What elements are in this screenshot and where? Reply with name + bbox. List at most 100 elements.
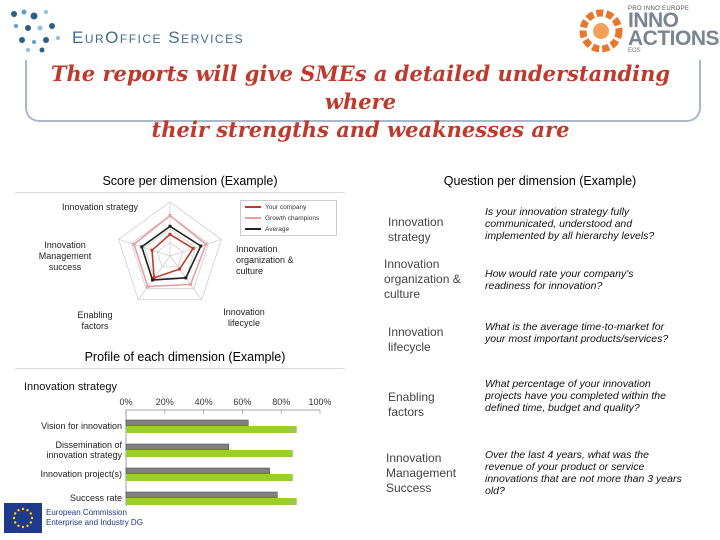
radar-point xyxy=(168,232,172,236)
dimension-strategy: Innovation strategy xyxy=(388,215,444,244)
radar-label-success: Innovation Management success xyxy=(38,240,92,272)
radar-grid-ring xyxy=(118,201,222,301)
radar-point xyxy=(204,242,208,246)
radar-point xyxy=(189,282,193,286)
profile-bar-chart: 0% 20% 40% 60% 80% 100% Vision for innovation D… xyxy=(40,397,332,506)
x-tick-label: 80% xyxy=(272,397,290,407)
legend-item: Average xyxy=(245,224,332,234)
radar-spoke xyxy=(169,238,222,257)
euroffice-logo-text: EurOffice Services xyxy=(72,28,245,47)
eu-star xyxy=(12,516,16,520)
legend-label: Average xyxy=(265,225,290,233)
radar-point xyxy=(168,224,172,228)
eu-star xyxy=(17,524,20,527)
bar-green xyxy=(126,426,297,433)
question-panel-title: Question per dimension (Example) xyxy=(443,174,637,188)
question-strategy: Is your innovation strategy fully commun… xyxy=(485,206,655,242)
legend-swatch xyxy=(245,206,261,208)
score-panel-title: Score per dimension (Example) xyxy=(102,174,278,188)
question-enabling: What percentage of your innovation proje… xyxy=(485,378,666,414)
category-label: Dissemination of xyxy=(55,440,122,450)
radar-grid-ring xyxy=(156,242,184,268)
radar-point xyxy=(178,267,182,271)
title-line-2: their strengths and weaknesses are xyxy=(151,117,570,142)
ec-name: European Commission xyxy=(46,508,127,517)
radar-label-lifecycle: Innovation lifecycle xyxy=(223,307,265,328)
x-tick-label: 0% xyxy=(119,397,132,407)
radar-point xyxy=(151,278,155,282)
inno-actions-logo: PRO INNO EUROPE INNO ACTIONS EOS xyxy=(628,6,720,54)
radar-point xyxy=(140,245,144,249)
question-lifecycle: What is the average time-to-market for y… xyxy=(485,321,669,345)
eu-star xyxy=(26,524,29,527)
bar-green xyxy=(126,474,293,481)
x-tick-label: 40% xyxy=(195,397,213,407)
radar-point xyxy=(150,248,154,252)
bar-grey xyxy=(125,419,249,427)
profile-divider xyxy=(15,368,345,369)
category-label: innovation strategy xyxy=(46,450,122,460)
slide-title: The reports will give SMEs a detailed un… xyxy=(28,60,693,144)
bar-grey xyxy=(125,491,278,499)
title-frame xyxy=(25,60,701,122)
eu-star xyxy=(26,509,29,512)
radar-grid-ring xyxy=(143,228,197,279)
ec-dg: Enterprise and Industry DG xyxy=(46,518,143,527)
radar-point xyxy=(132,242,136,246)
legend-swatch xyxy=(245,228,261,230)
eu-star xyxy=(29,521,32,524)
title-line-1: The reports will give SMEs a detailed un… xyxy=(50,61,671,114)
category-label: Innovation project(s) xyxy=(40,469,122,479)
dimension-organization: Innovation organization & culture xyxy=(384,257,461,301)
dots-logo-icon xyxy=(11,9,60,53)
question-organization: How would rate your company's readiness … xyxy=(485,268,634,292)
eu-star xyxy=(14,512,17,515)
radar-label-enabling: Enabling factors xyxy=(77,310,113,331)
eu-star xyxy=(21,525,25,529)
radar-point xyxy=(191,246,195,250)
logo-line-1: INNO xyxy=(628,9,679,32)
radar-point xyxy=(146,285,150,289)
radar-spoke xyxy=(118,238,171,257)
dimension-lifecycle: Innovation lifecycle xyxy=(388,325,444,354)
eu-flag-icon xyxy=(4,503,42,533)
radar-series-line xyxy=(140,225,202,281)
legend-item: Your company xyxy=(245,202,332,212)
bar-green xyxy=(126,498,297,505)
category-label: Success rate xyxy=(70,493,122,503)
euroffice-logo: EurOffice Services xyxy=(6,6,246,54)
legend-label: Growth champions xyxy=(265,214,320,222)
legend-swatch xyxy=(245,217,261,219)
x-tick-label: 60% xyxy=(233,397,251,407)
bar-grey xyxy=(125,467,270,475)
legend-label: Your company xyxy=(265,203,307,211)
eu-star xyxy=(21,507,25,511)
radar-label-organization: Innovation organization & culture xyxy=(236,244,294,276)
gear-logo-icon xyxy=(579,9,623,53)
logo-top-line: PRO INNO EUROPE xyxy=(628,6,690,12)
question-success: Over the last 4 years, what was the reve… xyxy=(485,449,682,497)
score-divider xyxy=(15,192,345,193)
eu-star xyxy=(14,521,17,524)
x-tick-label: 100% xyxy=(308,397,331,407)
radar-point xyxy=(184,276,188,280)
profile-panel-title: Profile of each dimension (Example) xyxy=(84,350,286,364)
dimension-enabling: Enabling factors xyxy=(388,390,435,419)
eu-star xyxy=(17,509,20,512)
category-label: Vision for innovation xyxy=(41,421,122,431)
radar-chart xyxy=(118,201,222,301)
dimension-success: Innovation Management Success xyxy=(386,451,457,495)
legend-item: Growth champions xyxy=(245,213,332,223)
radar-series-line xyxy=(151,233,195,279)
logo-line-2: ACTIONS xyxy=(628,27,720,50)
profile-subtitle: Innovation strategy xyxy=(24,381,117,393)
radar-label-strategy: Innovation strategy xyxy=(61,202,139,212)
bar-green xyxy=(126,450,293,457)
radar-series-line xyxy=(133,214,207,288)
x-tick-label: 20% xyxy=(156,397,174,407)
eu-star xyxy=(29,512,32,515)
radar-legend: Your company Growth champions Average xyxy=(240,200,337,236)
radar-point xyxy=(152,276,156,280)
bar-grey xyxy=(125,443,230,451)
radar-grid-ring xyxy=(131,215,209,290)
